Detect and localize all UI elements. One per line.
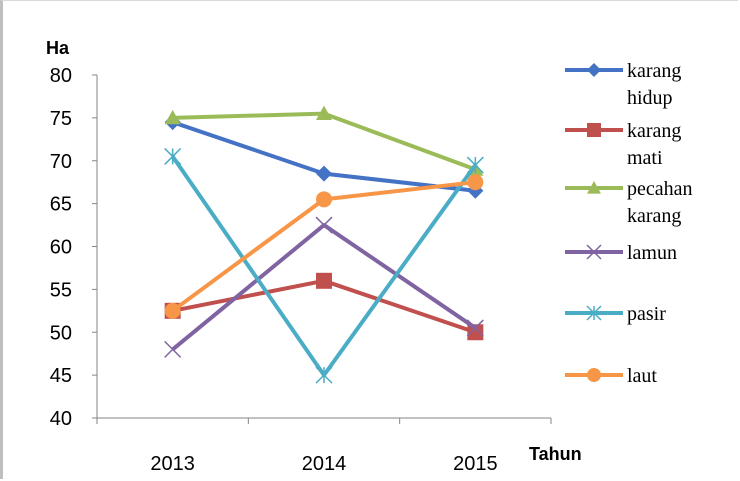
- legend-swatch-marker: [586, 244, 602, 260]
- x-tick-label: 2015: [453, 453, 498, 475]
- y-tick-label: 80: [50, 65, 72, 87]
- data-point: [164, 340, 182, 358]
- legend-label: laut: [627, 365, 657, 387]
- data-point: [316, 165, 332, 182]
- legend-swatch-marker: [587, 181, 601, 194]
- legend-swatch-marker: [586, 305, 602, 321]
- legend-entry: pasir: [565, 303, 666, 325]
- legend-label: karang: [627, 60, 681, 82]
- legend-entry: pecahan karang: [565, 178, 693, 227]
- y-tick-label: 45: [50, 365, 72, 387]
- data-point: [466, 319, 484, 337]
- y-tick-label: 60: [50, 237, 72, 259]
- data-point: [164, 302, 181, 319]
- legend-label: hidup: [627, 87, 673, 109]
- data-point: [316, 272, 332, 289]
- data-point: [466, 156, 484, 174]
- legend-entry: lamun: [565, 242, 677, 264]
- series-layer: [164, 105, 484, 384]
- y-tick-label: 50: [50, 322, 72, 344]
- data-point: [316, 191, 332, 208]
- y-tick-label: 40: [50, 408, 72, 430]
- legend-entry: laut: [565, 365, 657, 387]
- legend: karang hidup karang mati pecahan karang lamun p…: [565, 60, 693, 387]
- x-axis-title: Tahun: [529, 444, 582, 464]
- series-laut: [164, 174, 484, 319]
- series-line: [172, 111, 477, 172]
- y-tick-label: 55: [50, 279, 72, 301]
- data-point: [316, 105, 332, 120]
- legend-label: karang: [627, 120, 681, 142]
- data-point: [164, 109, 181, 125]
- y-tick-label: 65: [50, 194, 72, 216]
- legend-label: lamun: [627, 242, 677, 264]
- legend-swatch-marker: [587, 63, 601, 77]
- x-tick-label: 2014: [302, 453, 347, 475]
- x-tick-label: 2013: [150, 453, 195, 475]
- y-tick-label: 75: [50, 108, 72, 130]
- data-point: [315, 366, 333, 384]
- series-lamun: [164, 216, 484, 358]
- legend-label: pasir: [627, 303, 666, 325]
- data-point: [164, 147, 182, 165]
- legend-label: mati: [627, 147, 663, 169]
- series-pecahan-karang: [164, 105, 484, 176]
- legend-entry: karang hidup: [565, 60, 681, 109]
- legend-label: pecahan: [627, 178, 693, 200]
- axes: 80 75 70 65 60 55 50 45 40 2013 2014 2015: [50, 65, 552, 475]
- y-tick-label: 70: [50, 151, 72, 173]
- data-point: [467, 324, 484, 341]
- y-axis-title: Ha: [46, 38, 70, 58]
- legend-label: karang: [627, 205, 681, 227]
- data-point: [467, 174, 484, 191]
- legend-swatch-marker: [587, 123, 601, 137]
- series-pasir: [164, 147, 484, 384]
- data-point: [315, 216, 333, 234]
- legend-entry: karang mati: [565, 120, 681, 169]
- legend-swatch-marker: [587, 368, 601, 382]
